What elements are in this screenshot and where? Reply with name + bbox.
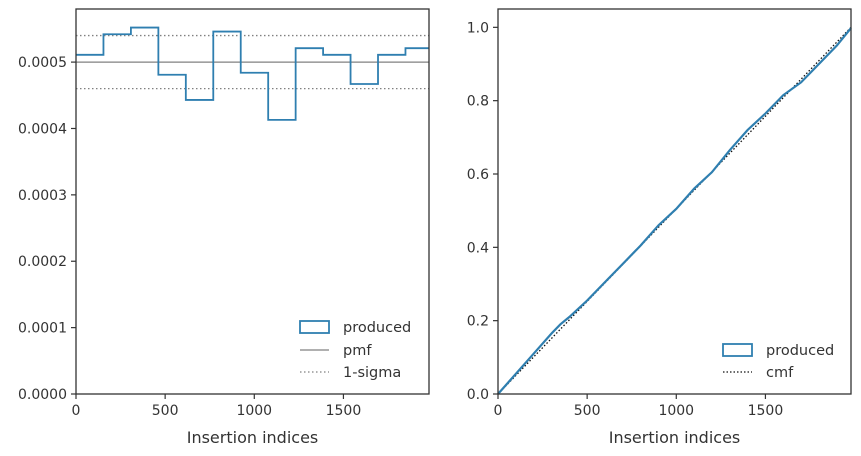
left-xtick-label: 1500 (326, 403, 362, 419)
right-xtick-label: 1500 (748, 403, 784, 419)
right-chart-xlabel: Insertion indices (609, 428, 741, 447)
right-ytick-label: 0.2 (467, 314, 489, 330)
left-chart-ticks: 0 500 1000 1500 0.0000 0.0001 0.0002 0.0003 0.00… (18, 55, 361, 419)
right-ytick-label: 1.0 (467, 20, 489, 36)
produced-histogram (76, 26, 429, 121)
left-ytick-label: 0.0005 (18, 55, 67, 71)
right-chart-marks (497, 26, 852, 395)
right-ytick-label: 0.8 (467, 94, 489, 110)
legend-label-produced: produced (766, 343, 834, 359)
right-xtick-label: 500 (574, 403, 601, 419)
legend-label-cmf: cmf (766, 365, 794, 381)
right-xtick-label: 1000 (658, 403, 694, 419)
left-ytick-label: 0.0004 (18, 121, 67, 137)
left-chart-frame (75, 8, 430, 395)
legend-label-1-sigma: 1-sigma (343, 365, 401, 381)
right-ytick-label: 0.0 (467, 387, 489, 403)
right-ytick-label: 0.4 (467, 240, 489, 256)
right-chart: 0 500 1000 1500 0.0 0.2 0.4 0.6 0.8 1.0 Insertion… (467, 8, 852, 447)
legend-label-pmf: pmf (343, 343, 372, 359)
left-ytick-label: 0.0001 (18, 321, 67, 337)
right-ytick-label: 0.6 (467, 167, 489, 183)
left-ytick-label: 0.0002 (18, 254, 67, 270)
produced-cumulative-line (497, 27, 852, 395)
left-chart-xlabel: Insertion indices (187, 428, 319, 447)
legend-swatch-produced (722, 343, 753, 357)
left-xtick-label: 0 (72, 403, 81, 419)
left-chart-legend: produced pmf 1-sigma (299, 320, 411, 381)
left-chart-marks (76, 26, 429, 121)
legend-label-produced: produced (343, 320, 411, 336)
left-chart: 0 500 1000 1500 0.0000 0.0001 0.0002 0.0003 0.00… (18, 8, 430, 447)
right-chart-legend: produced cmf (722, 343, 834, 381)
left-xtick-label: 500 (152, 403, 179, 419)
left-xtick-label: 1000 (236, 403, 272, 419)
right-chart-frame (497, 8, 852, 395)
right-chart-ticks: 0 500 1000 1500 0.0 0.2 0.4 0.6 0.8 1.0 (467, 20, 784, 419)
left-ytick-label: 0.0000 (18, 387, 67, 403)
right-xtick-label: 0 (494, 403, 503, 419)
left-ytick-label: 0.0003 (18, 188, 67, 204)
legend-swatch-produced (299, 320, 330, 334)
